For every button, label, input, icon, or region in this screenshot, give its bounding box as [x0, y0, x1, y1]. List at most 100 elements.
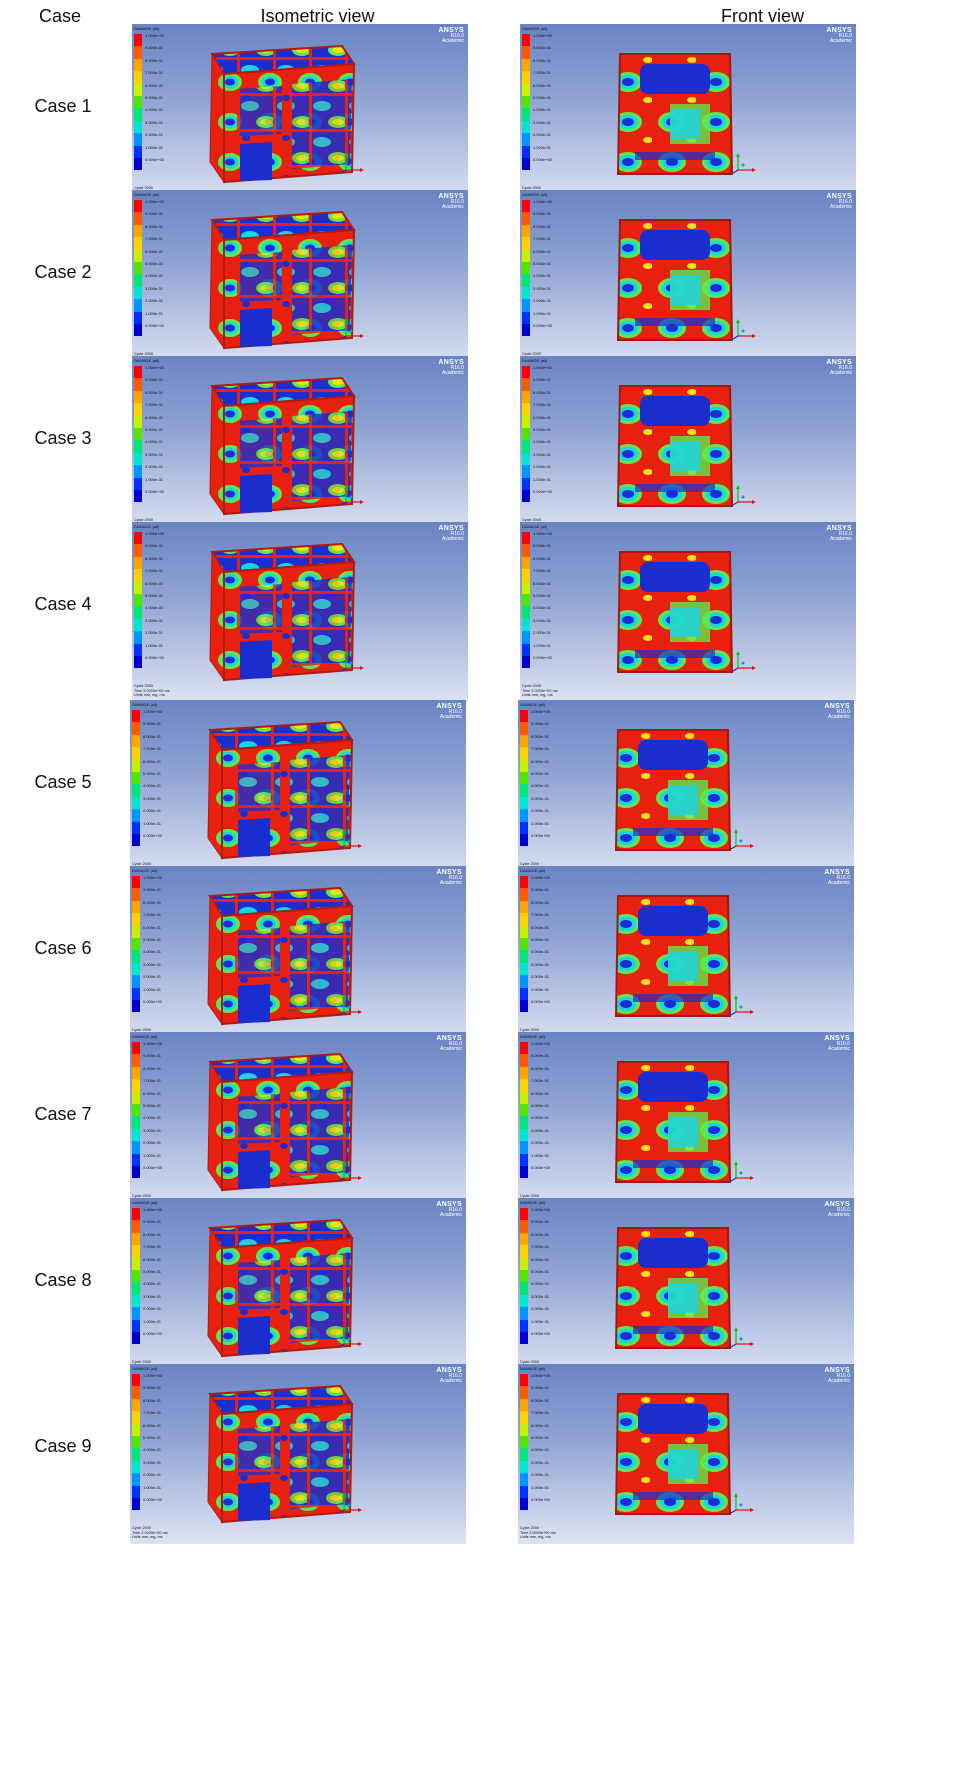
front-view-panel: DAMAGE (all) 1.000e+00 9.000e-01 8.000e-01 7…	[520, 522, 856, 702]
legend-swatch	[134, 311, 142, 324]
legend-title: DAMAGE (all)	[132, 702, 158, 707]
legend-tick: 1.000e+00	[531, 1041, 551, 1046]
legend-tick: 5.000e-01	[531, 937, 550, 942]
legend-tick: 8.000e-01	[531, 1397, 550, 1403]
logo-version: R16.0	[836, 1373, 850, 1379]
legend-tick: 4.000e-01	[143, 783, 162, 789]
footer-cycle: Cycle 2000	[522, 684, 541, 689]
isometric-cube-render	[207, 720, 354, 860]
logo-brand: ANSYS	[826, 359, 852, 366]
legend-swatch	[522, 83, 530, 96]
legend-swatch	[520, 1042, 528, 1055]
legend-tick: 0.000e+00	[145, 323, 165, 328]
legend-tick: 2.000e-01	[531, 1140, 550, 1146]
legend-swatch	[134, 490, 142, 503]
legend-swatch	[134, 224, 142, 238]
damage-legend: DAMAGE (all) 1.000e+00 9.000e-01 8.000e-01 7…	[522, 26, 582, 171]
legend-swatch	[520, 1141, 528, 1154]
logo-version: R16.0	[448, 1041, 462, 1047]
legend-swatch	[134, 532, 142, 545]
legend-swatch	[132, 1257, 140, 1270]
legend-tick: 1.000e-01	[143, 1484, 162, 1490]
legend-swatch	[132, 987, 140, 1000]
legend-swatch	[520, 1386, 528, 1399]
column-header-case: Case	[38, 6, 82, 26]
legend-tick: 1.000e+00	[145, 199, 165, 204]
legend-tick: 2.000e-01	[143, 808, 162, 814]
legend-swatch	[522, 224, 530, 238]
column-header-isometric: Isometric view	[260, 6, 375, 26]
legend-tick: 5.000e-01	[145, 95, 164, 100]
footer-cycle: Cycle 2000	[132, 1526, 151, 1531]
axis-triad-icon	[338, 1161, 362, 1182]
logo-brand: ANSYS	[824, 703, 850, 710]
footer-time: Time 2.0000e+00 ms	[134, 688, 170, 693]
legend-tick: 5.000e-01	[533, 95, 552, 100]
damage-legend: DAMAGE (all) 1.000e+00 9.000e-01 8.000e-01 7…	[134, 524, 194, 669]
isometric-view-panel: DAMAGE (all) 1.000e+00 9.000e-01 8.000e-01 7…	[130, 1032, 466, 1212]
ansys-logo: ANSYS R16.0 Academic	[824, 1201, 850, 1218]
legend-swatch	[520, 962, 528, 976]
legend-swatch	[132, 1332, 140, 1345]
legend-tick: 1.000e+00	[145, 365, 165, 370]
legend-tick: 8.000e-01	[531, 1065, 550, 1071]
logo-brand: ANSYS	[438, 359, 464, 366]
logo-brand: ANSYS	[824, 1035, 850, 1042]
legend-tick: 4.000e-01	[143, 949, 162, 955]
legend-swatch	[520, 710, 528, 723]
legend-swatch	[520, 1294, 528, 1308]
legend-tick: 8.000e-01	[145, 57, 164, 63]
legend-tick: 3.000e-01	[531, 961, 550, 967]
legend-swatch	[520, 1104, 528, 1117]
logo-edition: Academic	[442, 370, 464, 376]
legend-tick: 7.000e-01	[145, 70, 164, 76]
legend-swatch	[520, 1208, 528, 1221]
legend-swatch	[522, 366, 530, 379]
logo-version: R16.0	[838, 365, 852, 371]
logo-edition: Academic	[440, 880, 462, 886]
legend-swatch	[132, 734, 140, 748]
legend-title: DAMAGE (all)	[522, 192, 548, 197]
logo-edition: Academic	[828, 1046, 850, 1052]
axis-triad-icon	[730, 995, 754, 1016]
legend-swatch	[134, 96, 142, 109]
legend-swatch	[132, 1485, 140, 1498]
legend-swatch	[134, 83, 142, 96]
legend-tick: 8.000e-01	[143, 1231, 162, 1237]
isometric-cube-render	[209, 542, 356, 682]
legend-tick: 0.000e+00	[143, 999, 163, 1004]
footer-cycle: Cycle 2000	[134, 518, 153, 523]
legend-tick: 1.000e-01	[533, 642, 552, 648]
logo-edition: Academic	[440, 1378, 462, 1384]
legend-tick: 9.000e-01	[533, 377, 552, 383]
legend-tick: 1.000e-01	[531, 986, 550, 992]
legend-tick: 1.000e+00	[143, 1207, 163, 1212]
axis-triad-icon	[338, 829, 362, 850]
legend-tick: 0.000e+00	[533, 655, 553, 660]
legend-swatch	[134, 440, 142, 453]
legend-tick: 8.000e-01	[533, 389, 552, 395]
legend-swatch	[134, 643, 142, 656]
legend-tick: 1.000e+00	[533, 365, 553, 370]
legend-swatch	[134, 569, 142, 582]
logo-edition: Academic	[440, 714, 462, 720]
legend-swatch	[520, 900, 528, 914]
legend-swatch	[520, 913, 528, 926]
legend-swatch	[520, 1282, 528, 1295]
legend-tick: 9.000e-01	[145, 377, 164, 383]
legend-swatch	[522, 532, 530, 545]
legend-tick: 6.000e-01	[531, 924, 550, 930]
legend-tick: 0.000e+00	[533, 157, 553, 162]
legend-tick: 4.000e-01	[533, 107, 552, 113]
logo-brand: ANSYS	[826, 525, 852, 532]
logo-version: R16.0	[448, 1373, 462, 1379]
case-label: Case 5	[34, 772, 92, 792]
legend-title: DAMAGE (all)	[132, 1200, 158, 1205]
logo-version: R16.0	[838, 531, 852, 537]
axis-triad-icon	[338, 1327, 362, 1348]
damage-legend: DAMAGE (all) 1.000e+00 9.000e-01 8.000e-01 7…	[134, 192, 194, 337]
legend-swatch	[134, 631, 142, 644]
front-cube-render	[616, 551, 734, 673]
legend-tick: 1.000e+00	[143, 709, 163, 714]
legend-swatch	[132, 1054, 140, 1067]
